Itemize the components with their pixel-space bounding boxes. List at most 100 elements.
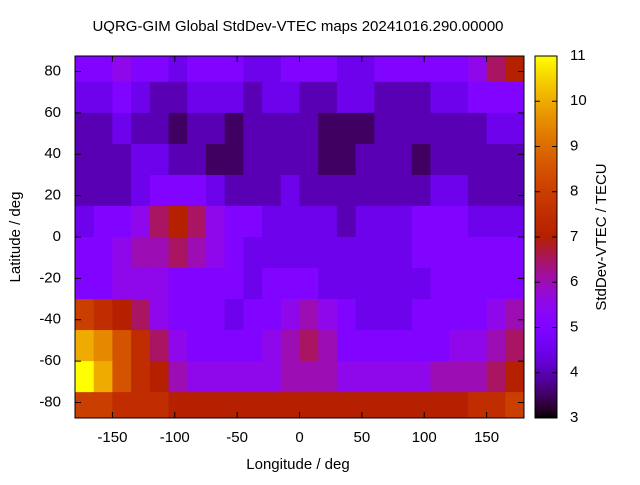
heatmap-cell	[131, 299, 151, 331]
heatmap-cell	[393, 361, 413, 393]
heatmap-cell	[243, 205, 263, 238]
heatmap-cell	[93, 143, 113, 176]
heatmap-cell	[75, 392, 95, 418]
heatmap-cell	[411, 392, 431, 418]
heatmap-cell	[430, 237, 450, 269]
heatmap-cell	[75, 81, 95, 114]
heatmap-cell	[486, 299, 506, 331]
heatmap-cell	[318, 330, 338, 362]
heatmap-cell	[430, 56, 450, 83]
heatmap-cell	[243, 174, 263, 207]
heatmap-cell	[318, 174, 338, 207]
heatmap-cell	[393, 299, 413, 331]
heatmap-cell	[411, 81, 431, 114]
colorbar-tick-label: 4	[570, 364, 578, 381]
heatmap-cell	[243, 143, 263, 176]
heatmap-cell	[280, 56, 300, 83]
heatmap-cell	[75, 174, 95, 207]
heatmap-cell	[299, 361, 319, 393]
heatmap-cell	[505, 268, 524, 300]
heatmap-cell	[486, 174, 506, 207]
heatmap-cell	[93, 392, 113, 418]
heatmap-cell	[187, 237, 207, 269]
heatmap-cell	[205, 361, 226, 393]
y-tick-label: -80	[39, 393, 61, 410]
heatmap-cell	[318, 392, 338, 418]
heatmap-cell	[149, 81, 170, 114]
heatmap-cell	[336, 268, 357, 300]
heatmap-cell	[355, 237, 375, 269]
heatmap-cell	[112, 392, 132, 418]
heatmap-cell	[205, 268, 226, 300]
heatmap-cell	[280, 268, 300, 300]
heatmap-cell	[355, 143, 375, 176]
heatmap-cell	[393, 112, 413, 145]
heatmap-cell	[168, 330, 188, 362]
heatmap-cell	[374, 392, 394, 418]
heatmap-cell	[467, 205, 488, 238]
heatmap-cell	[75, 143, 95, 176]
heatmap-cell	[374, 112, 394, 145]
heatmap-cell	[280, 361, 300, 393]
heatmap-cell	[430, 299, 450, 331]
heatmap-cell	[299, 237, 319, 269]
heatmap-cell	[224, 143, 244, 176]
heatmap-cell	[187, 112, 207, 145]
heatmap-cell	[131, 112, 151, 145]
heatmap-cell	[149, 299, 170, 331]
heatmap-cell	[449, 268, 469, 300]
heatmap-cell	[224, 330, 244, 362]
heatmap-cell	[205, 112, 226, 145]
heatmap-cell	[243, 392, 263, 418]
heatmap-cell	[505, 81, 524, 114]
heatmap-cell	[168, 237, 188, 269]
heatmap-cell	[262, 361, 282, 393]
heatmap-cell	[75, 361, 95, 393]
heatmap-cell	[430, 174, 450, 207]
heatmap-cell	[355, 174, 375, 207]
heatmap-cell	[486, 268, 506, 300]
heatmap-cell	[449, 330, 469, 362]
heatmap-cell	[467, 174, 488, 207]
heatmap-cell	[355, 112, 375, 145]
heatmap-cell	[336, 299, 357, 331]
heatmap-cell	[93, 237, 113, 269]
heatmap-cell	[505, 56, 524, 83]
heatmap-cell	[168, 299, 188, 331]
x-tick-label: 0	[295, 429, 303, 446]
heatmap-cell	[243, 330, 263, 362]
heatmap-cell	[112, 361, 132, 393]
heatmap-cell	[299, 392, 319, 418]
heatmap-cell	[486, 237, 506, 269]
heatmap-cell	[374, 174, 394, 207]
heatmap-cell	[486, 81, 506, 114]
heatmap-cell	[205, 299, 226, 331]
heatmap-cell	[374, 237, 394, 269]
heatmap-cell	[449, 81, 469, 114]
heatmap-cell	[299, 174, 319, 207]
heatmap-cell	[112, 299, 132, 331]
heatmap-cell	[131, 174, 151, 207]
heatmap-cell	[411, 237, 431, 269]
heatmap-cell	[149, 112, 170, 145]
heatmap-cell	[467, 237, 488, 269]
heatmap-cell	[280, 112, 300, 145]
heatmap-cell	[336, 112, 357, 145]
heatmap-cell	[168, 112, 188, 145]
y-axis-label: Latitude / deg	[7, 192, 24, 283]
heatmap-cell	[411, 56, 431, 83]
heatmap-cell	[75, 268, 95, 300]
heatmap-cell	[486, 330, 506, 362]
heatmap-cell	[486, 392, 506, 418]
heatmap-cell	[75, 112, 95, 145]
heatmap-cell	[336, 56, 357, 83]
heatmap-cell	[243, 268, 263, 300]
heatmap-cell	[262, 112, 282, 145]
colorbar-label: StdDev-VTEC / TECU	[593, 163, 610, 310]
heatmap-cell	[355, 361, 375, 393]
heatmap-cell	[374, 56, 394, 83]
heatmap-cell	[355, 81, 375, 114]
heatmap-cell	[112, 330, 132, 362]
heatmap-cell	[467, 56, 488, 83]
heatmap-cell	[374, 205, 394, 238]
